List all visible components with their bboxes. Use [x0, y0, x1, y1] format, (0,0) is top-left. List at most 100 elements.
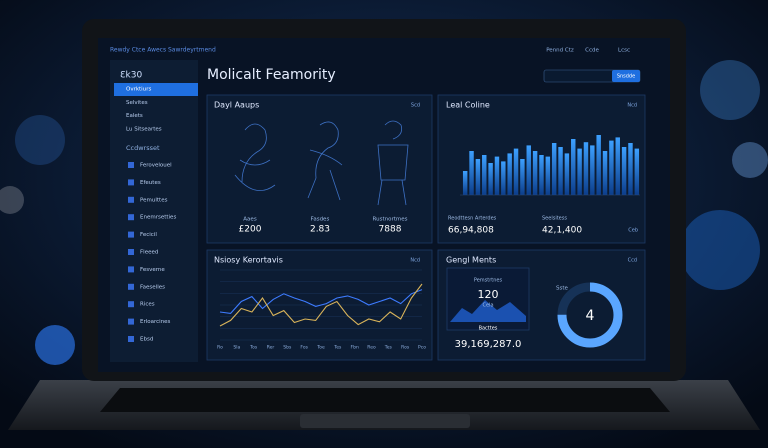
nav-item: Rices — [140, 302, 155, 308]
header-link: Pennd Ctz — [546, 48, 574, 54]
figure-drawing — [307, 121, 343, 201]
x-tick-label: Sbs — [283, 345, 292, 351]
bar — [488, 163, 493, 195]
nav-icon — [128, 214, 134, 221]
x-tick-label: Fbn — [351, 345, 359, 351]
nav-icon — [128, 266, 134, 273]
sub-caption: Bacttes — [479, 326, 498, 332]
bar — [615, 137, 620, 195]
bar — [564, 153, 570, 195]
sidebar-section: Ccdwrsset — [126, 144, 160, 152]
nav-icon — [128, 283, 134, 290]
figure-drawing — [377, 120, 409, 206]
nav-icon — [128, 231, 134, 238]
stat-label: Seelsitess — [542, 216, 567, 222]
bar — [507, 153, 512, 195]
nav-item: Erloarcines — [140, 319, 171, 325]
panel-action: Ccd — [628, 258, 637, 264]
nav-item: Ferovelouel — [140, 163, 172, 169]
panel-title: Leal Coline — [446, 101, 490, 110]
title-bar: Rewdy Ctce Awecs Sawrdeyrtmend — [110, 47, 216, 54]
x-tick-label: Fos — [300, 345, 308, 351]
x-tick-label: Ros — [401, 345, 410, 351]
bar — [545, 156, 551, 195]
sidebar-item: Selvites — [126, 100, 148, 106]
nav-item: Pemulttes — [140, 197, 168, 203]
bokeh — [680, 210, 760, 290]
nav-icon — [128, 196, 134, 203]
bar — [532, 151, 538, 195]
line-series — [219, 283, 423, 327]
stat-label: Reodttesn Arterdes — [448, 216, 497, 222]
figure-label: Fasdes — [311, 217, 330, 223]
bokeh — [732, 142, 768, 178]
nav-item: Fecicil — [140, 232, 157, 238]
sidebar-item: Lu Sitseartes — [126, 126, 162, 132]
bar — [590, 145, 595, 195]
sidebar-item: Ealets — [126, 113, 143, 119]
nav-item: Fleeed — [140, 250, 158, 256]
stat-value: 42,1,400 — [542, 226, 582, 236]
figure-label: Rustnortmes — [373, 217, 408, 223]
x-tick-label: Ro — [217, 345, 223, 351]
nav-icon — [128, 179, 134, 186]
header-link: Lcsc — [618, 48, 630, 54]
bar — [596, 135, 601, 195]
bar — [526, 145, 531, 195]
figure-label: Aaes — [243, 217, 257, 223]
panel-title: Nsiosy Kerortavis — [214, 256, 283, 265]
nav-icon — [128, 318, 134, 325]
sub-title: Pemstrtnes — [474, 278, 503, 284]
donut-center: 4 — [586, 308, 595, 324]
bar — [602, 151, 608, 195]
keyboard — [100, 388, 670, 412]
donut-label: Sste — [556, 286, 569, 292]
figure-value: 7888 — [379, 225, 402, 235]
x-tick-label: Rer — [267, 345, 275, 351]
panel-title: Dayl Aaups — [214, 101, 259, 110]
panel-title: Gengl Ments — [446, 256, 496, 265]
bar — [475, 159, 481, 195]
bar — [577, 148, 582, 195]
bokeh — [35, 325, 75, 365]
figure-drawing — [234, 123, 276, 192]
nav-icon — [128, 162, 134, 168]
corner-label: Ceb — [628, 228, 638, 234]
panel-action: Ncd — [627, 103, 637, 109]
bar — [501, 161, 506, 195]
search-button-label[interactable]: Snsdde — [617, 74, 635, 80]
trackpad — [300, 414, 470, 428]
bar — [494, 156, 500, 195]
search-button[interactable] — [612, 70, 640, 82]
figure-value: £200 — [239, 225, 262, 235]
panel-action: Ncd — [410, 258, 420, 264]
nav-icon — [128, 301, 134, 308]
stat-value: 66,94,808 — [448, 226, 494, 236]
header-link: Ccde — [585, 48, 599, 54]
panel — [206, 94, 433, 244]
logo: Ɛk30 — [120, 71, 142, 81]
bar — [609, 140, 614, 195]
sub-value: 120 — [478, 288, 499, 301]
bokeh — [700, 60, 760, 120]
bar — [539, 155, 544, 195]
nav-item: Enemrsetties — [140, 215, 176, 221]
x-tick-label: Reo — [367, 345, 376, 351]
bar — [628, 143, 633, 195]
x-tick-label: Tos — [249, 345, 258, 351]
bar — [513, 148, 519, 195]
sidebar-item: Ovrktiurs — [126, 87, 151, 93]
total: 39,169,287.0 — [455, 339, 522, 350]
bar — [462, 171, 468, 195]
line-series — [219, 289, 423, 314]
nav-item: Faeselles — [140, 284, 165, 290]
donut-arc — [557, 282, 623, 348]
sidebar — [110, 60, 198, 362]
bokeh — [15, 115, 65, 165]
bar — [558, 147, 563, 195]
mountain-chart — [450, 300, 526, 322]
x-tick-label: Tes — [333, 345, 342, 351]
bar — [520, 159, 525, 195]
nav-item: Ebsd — [140, 337, 153, 343]
